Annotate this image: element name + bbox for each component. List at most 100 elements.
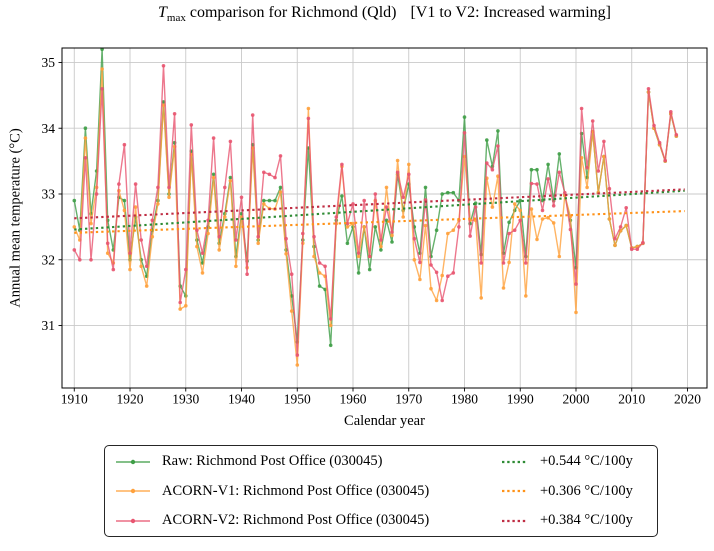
- series-marker-2: [301, 231, 305, 236]
- x-tick-label: 2000: [562, 392, 589, 407]
- series-marker-2: [624, 206, 628, 210]
- y-tick-label: 35: [42, 55, 56, 70]
- series-marker-2: [362, 198, 367, 203]
- series-marker-2: [306, 116, 311, 121]
- legend-trend-acorn-v1: +0.306 °C/100y: [491, 477, 633, 505]
- series-marker-0: [518, 198, 522, 203]
- series-marker-2: [172, 112, 177, 116]
- series-marker-1: [540, 217, 545, 221]
- x-tick-label: 1910: [61, 392, 88, 407]
- series-marker-2: [457, 225, 461, 229]
- series-marker-0: [278, 185, 283, 190]
- series-marker-2: [167, 185, 171, 190]
- series-marker-2: [669, 110, 673, 114]
- series-marker-1: [328, 323, 333, 328]
- series-marker-0: [267, 198, 272, 203]
- series-marker-2: [613, 236, 617, 241]
- trend-line-1: [74, 210, 685, 234]
- series-marker-1: [317, 271, 322, 275]
- series-marker-1: [546, 215, 550, 220]
- x-tick-label: 1960: [340, 392, 367, 407]
- series-marker-2: [479, 261, 484, 265]
- series-marker-2: [607, 186, 612, 191]
- series-marker-2: [563, 190, 567, 195]
- series-marker-1: [284, 252, 288, 256]
- series-marker-2: [462, 131, 467, 135]
- series-marker-0: [485, 138, 489, 142]
- legend-label-acorn-v1: ACORN-V1: Richmond Post Office (030045): [162, 482, 430, 499]
- x-tick-label: 1980: [451, 392, 478, 407]
- series-marker-1: [72, 225, 77, 229]
- series-marker-0: [462, 115, 467, 119]
- trend-line-2: [74, 188, 685, 220]
- series-marker-1: [256, 241, 261, 246]
- series-marker-2: [384, 205, 389, 209]
- series-marker-2: [663, 158, 667, 163]
- series-marker-2: [351, 202, 355, 206]
- legend-label-raw-trend: +0.544 °C/100y: [540, 453, 633, 469]
- series-marker-2: [189, 123, 194, 127]
- series-marker-2: [546, 177, 550, 181]
- series-marker-0: [535, 167, 539, 172]
- raw-line-sample-icon: [116, 459, 150, 464]
- series-marker-1: [384, 185, 389, 190]
- series-marker-2: [379, 238, 383, 242]
- series-marker-2: [574, 282, 578, 286]
- series-marker-2: [328, 317, 333, 321]
- series-marker-2: [83, 156, 88, 160]
- series-marker-0: [273, 198, 277, 203]
- legend-row-raw: Raw: Richmond Post Office (030045) +0.54…: [105, 448, 657, 476]
- series-marker-2: [323, 264, 327, 269]
- series-marker-1: [446, 231, 450, 236]
- series-marker-0: [228, 175, 233, 180]
- series-marker-2: [217, 234, 221, 239]
- series-marker-2: [635, 247, 640, 251]
- series-marker-0: [557, 152, 562, 156]
- series-marker-2: [468, 234, 472, 238]
- series-marker-2: [256, 234, 261, 239]
- series-marker-2: [312, 234, 316, 239]
- series-marker-2: [340, 162, 344, 167]
- series-marker-2: [356, 251, 361, 255]
- series-marker-2: [473, 205, 478, 209]
- series-marker-1: [306, 106, 311, 111]
- series-marker-1: [133, 205, 138, 209]
- acorn-v1-trend-dash-icon: [502, 489, 528, 493]
- series-marker-0: [451, 190, 456, 195]
- series-marker-2: [646, 87, 651, 91]
- series-marker-1: [390, 233, 394, 238]
- series-marker-1: [128, 267, 132, 272]
- series-marker-1: [345, 225, 350, 229]
- series-marker-1: [490, 205, 495, 209]
- series-marker-1: [512, 202, 517, 206]
- series-marker-0: [367, 267, 372, 272]
- series-marker-2: [585, 165, 589, 170]
- series-marker-1: [234, 264, 238, 269]
- series-marker-2: [501, 261, 506, 265]
- y-tick-label: 32: [42, 252, 56, 267]
- series-marker-1: [312, 254, 316, 259]
- series-marker-2: [490, 167, 495, 172]
- raw-trend-dash-icon: [502, 460, 528, 463]
- series-marker-2: [429, 263, 433, 267]
- series-marker-1: [122, 208, 127, 213]
- x-tick-label: 1920: [117, 392, 144, 407]
- legend: Raw: Richmond Post Office (030045) +0.54…: [104, 445, 658, 537]
- series-marker-2: [674, 133, 679, 137]
- series-marker-1: [613, 243, 617, 248]
- series-marker-1: [184, 304, 188, 308]
- series-marker-2: [156, 185, 160, 190]
- series-marker-1: [223, 215, 227, 219]
- series-marker-2: [641, 240, 645, 245]
- series-marker-1: [585, 185, 589, 190]
- series-marker-1: [167, 195, 171, 200]
- series-marker-2: [211, 136, 216, 140]
- series-marker-2: [117, 182, 121, 186]
- series-marker-2: [367, 254, 372, 259]
- series-marker-2: [72, 248, 77, 252]
- series-marker-1: [278, 190, 283, 194]
- series-marker-1: [83, 136, 88, 140]
- series-marker-2: [390, 230, 394, 234]
- series-marker-0: [507, 220, 511, 225]
- series-marker-1: [518, 208, 522, 213]
